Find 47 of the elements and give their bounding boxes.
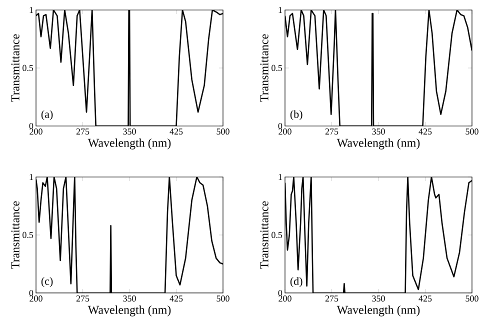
- x-tick-label: 275: [76, 296, 90, 302]
- x-tick-label: 200: [30, 296, 42, 302]
- y-axis-title: Transmittance: [260, 201, 268, 269]
- x-tick-label: 275: [325, 296, 338, 302]
- x-tick-label: 425: [418, 296, 432, 302]
- y-tick-label: 1: [30, 174, 33, 180]
- line-series: [285, 10, 472, 126]
- x-axis-title: Wavelength (nm): [336, 305, 420, 316]
- x-tick-label: 200: [278, 128, 292, 135]
- x-tick-label: 350: [123, 128, 136, 135]
- x-tick-label: 200: [278, 296, 292, 302]
- y-tick-label: 0.5: [272, 64, 282, 72]
- x-tick-label: 500: [216, 296, 230, 302]
- x-tick-label: 425: [170, 128, 183, 135]
- y-tick-label: 0: [29, 122, 34, 130]
- x-axis-title: Wavelength (nm): [336, 138, 420, 150]
- x-tick-label: 500: [466, 296, 478, 302]
- y-tick-label: 0.5: [22, 232, 34, 238]
- x-tick-label: 425: [418, 128, 432, 135]
- y-tick-label: 0: [29, 290, 34, 296]
- y-tick-label: 0: [278, 290, 282, 296]
- y-tick-label: 1: [278, 7, 282, 13]
- y-axis-title: Transmittance: [11, 34, 20, 102]
- x-tick-label: 425: [170, 296, 183, 302]
- annotation: (d): [290, 277, 302, 288]
- y-tick-label: 0.5: [272, 232, 282, 238]
- x-tick-label: 350: [372, 128, 385, 135]
- annotation: (b): [290, 110, 302, 120]
- y-tick-label: 0.5: [22, 64, 34, 72]
- x-axis-title: Wavelength (nm): [88, 305, 171, 316]
- y-axis-title: Transmittance: [11, 201, 20, 269]
- annotation: (a): [41, 110, 53, 120]
- line-series: [36, 176, 223, 293]
- x-axis-title: Wavelength (nm): [88, 138, 171, 150]
- y-axis-title: Transmittance: [260, 34, 268, 102]
- x-tick-label: 275: [325, 128, 338, 135]
- y-tick-label: 1: [30, 7, 33, 13]
- line-series: [285, 176, 472, 293]
- x-tick-label: 275: [76, 128, 90, 135]
- x-tick-label: 500: [216, 128, 230, 135]
- x-tick-label: 350: [372, 296, 385, 302]
- y-tick-label: 1: [278, 174, 282, 180]
- y-tick-label: 0: [278, 122, 282, 130]
- annotation: (c): [41, 277, 53, 288]
- x-tick-label: 200: [30, 128, 42, 135]
- x-tick-label: 350: [123, 296, 136, 302]
- x-tick-label: 500: [466, 128, 478, 135]
